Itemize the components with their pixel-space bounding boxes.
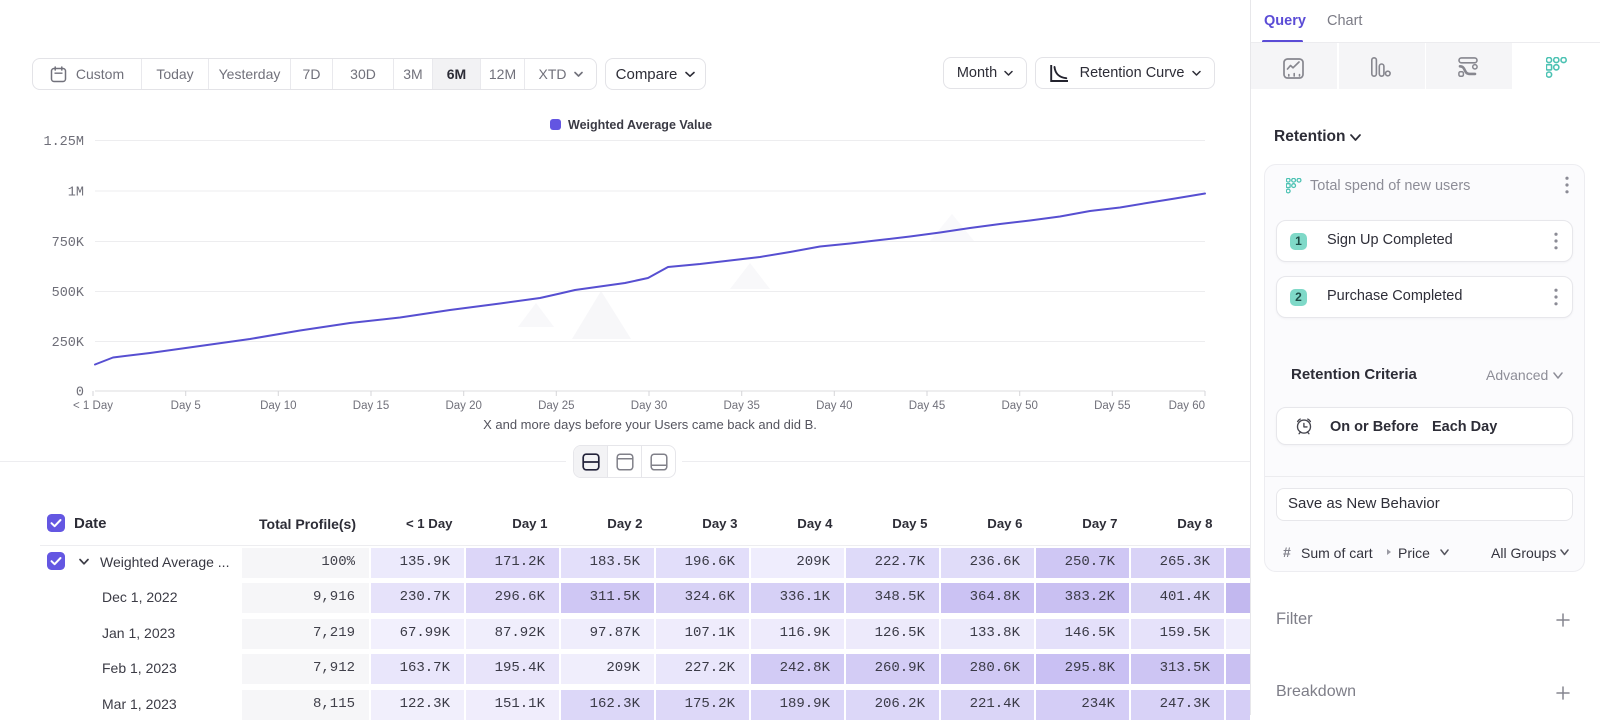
svg-text:Day 60: Day 60 <box>1169 400 1205 412</box>
svg-text:1.25M: 1.25M <box>43 135 84 150</box>
svg-text:Day 20: Day 20 <box>445 400 481 412</box>
svg-text:Day 50: Day 50 <box>1001 400 1037 412</box>
svg-text:Day 10: Day 10 <box>260 400 296 412</box>
svg-text:Day 15: Day 15 <box>353 400 389 412</box>
svg-text:750K: 750K <box>52 236 85 251</box>
svg-text:Day 30: Day 30 <box>631 400 667 412</box>
svg-text:< 1 Day: < 1 Day <box>73 400 113 412</box>
svg-text:1M: 1M <box>68 186 84 201</box>
svg-text:Day 55: Day 55 <box>1094 400 1130 412</box>
svg-text:250K: 250K <box>52 336 85 351</box>
svg-text:Day 5: Day 5 <box>171 400 201 412</box>
svg-text:Day 40: Day 40 <box>816 400 852 412</box>
svg-text:Day 25: Day 25 <box>538 400 574 412</box>
svg-text:Day 35: Day 35 <box>723 400 759 412</box>
svg-text:0: 0 <box>76 386 84 401</box>
svg-text:500K: 500K <box>52 286 85 301</box>
svg-text:Day 45: Day 45 <box>909 400 945 412</box>
